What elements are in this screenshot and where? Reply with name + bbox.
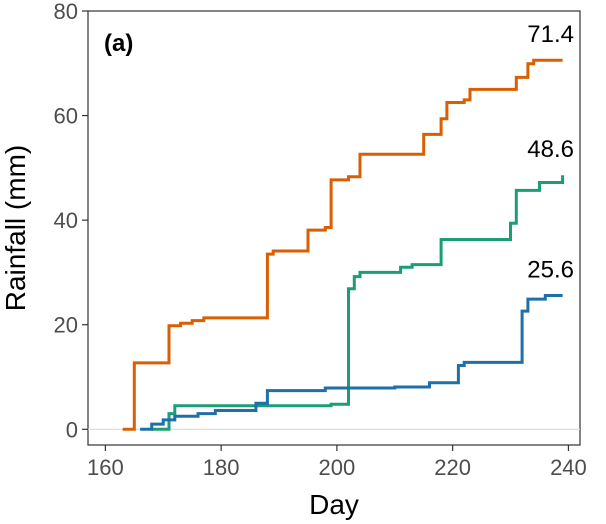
y-tick-label: 0 — [66, 417, 78, 442]
y-tick-label: 20 — [54, 313, 78, 338]
x-tick-label: 240 — [550, 455, 587, 480]
y-axis-title: Rainfall (mm) — [0, 145, 31, 311]
series-layer — [122, 58, 565, 431]
y-tick-label: 40 — [54, 208, 78, 233]
series-line-2 — [140, 294, 563, 431]
series-end-label-0: 71.4 — [527, 21, 574, 48]
x-tick-label: 160 — [87, 455, 124, 480]
y-tick-label: 80 — [54, 0, 78, 24]
panel-label: (a) — [104, 30, 133, 57]
plot-panel — [87, 10, 581, 446]
x-axis-title: Day — [309, 489, 359, 520]
series-end-label-2: 25.6 — [527, 256, 574, 283]
series-end-label-1: 48.6 — [527, 136, 574, 163]
series-line-1 — [151, 175, 565, 431]
ticks-layer: 160 180 200 220 240 0 20 40 60 80 — [54, 0, 587, 480]
x-tick-label: 200 — [319, 455, 356, 480]
x-tick-label: 180 — [203, 455, 240, 480]
series-line-0 — [122, 58, 563, 431]
end-labels-layer: 71.4 48.6 25.6 — [527, 21, 574, 283]
x-tick-label: 220 — [434, 455, 471, 480]
y-tick-label: 60 — [54, 104, 78, 129]
